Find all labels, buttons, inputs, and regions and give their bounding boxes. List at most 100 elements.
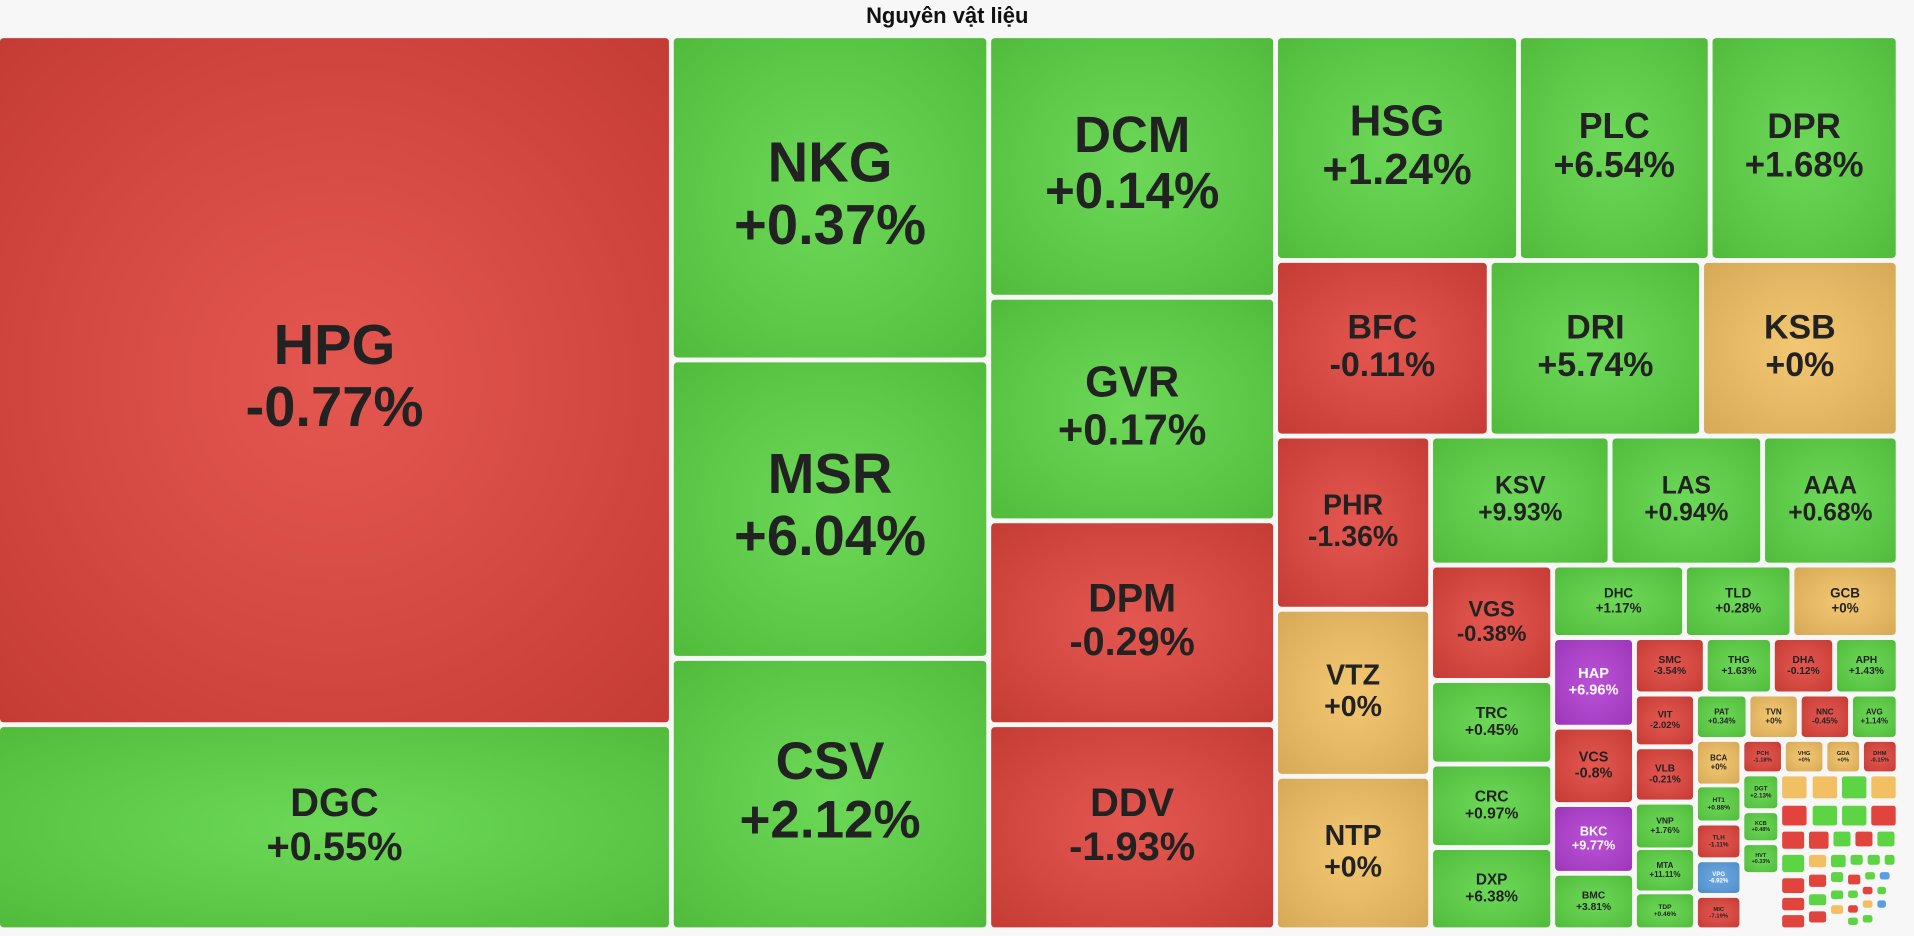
tile: NNC-0.45%	[1801, 696, 1849, 738]
tile-change: +1.14%	[1861, 716, 1889, 725]
small-tile	[1850, 854, 1863, 865]
tile-change: +0.97%	[1465, 806, 1518, 823]
tile-change: +0.17%	[1058, 407, 1207, 455]
tile: HT1+0.88%	[1697, 787, 1740, 821]
tile-name: BKC	[1580, 823, 1607, 838]
tile: AAA+0.68%	[1765, 438, 1896, 563]
tile-change: +1.76%	[1650, 825, 1680, 835]
tile: HVT+0.33%	[1744, 845, 1778, 873]
small-tile	[1812, 805, 1838, 826]
small-tile	[1877, 900, 1886, 908]
small-tile	[1877, 886, 1886, 895]
tile-name: HT1	[1712, 797, 1725, 804]
small-tile	[1848, 905, 1858, 913]
tile-shade	[673, 38, 987, 358]
tile: GDA+0%	[1827, 741, 1860, 772]
tile-change: -0.8%	[1575, 766, 1613, 782]
tile-shade	[1520, 38, 1708, 258]
tile-shade	[1794, 567, 1896, 636]
tile: DPR+1.68%	[1712, 38, 1896, 258]
tile-name: THG	[1728, 655, 1750, 666]
tile: BKC+9.77%	[1555, 807, 1633, 871]
tile: PAT+0.34%	[1697, 696, 1746, 738]
tile: PCH-1.18%	[1744, 741, 1781, 772]
tile-change: +0.33%	[1752, 859, 1771, 865]
tile: MSR+6.04%	[673, 362, 987, 656]
tile-change: -3.54%	[1654, 666, 1686, 677]
tile-name: GCB	[1830, 585, 1860, 600]
tile-name: KCB	[1755, 821, 1767, 827]
tile: KCB+0.48%	[1744, 813, 1778, 841]
chart-title: Nguyên vật liệu	[866, 3, 1028, 28]
tile-change: +11.11%	[1649, 870, 1680, 879]
tile: KSB+0%	[1704, 262, 1896, 434]
tile: TRC+0.45%	[1433, 682, 1551, 762]
tile: TDP+0.46%	[1636, 894, 1694, 928]
tile-shade	[1774, 639, 1833, 692]
tile-change: +1.63%	[1721, 666, 1756, 677]
tile-name: TLH	[1713, 835, 1726, 842]
tile-change: +2.12%	[740, 790, 921, 849]
tile-shade	[1555, 639, 1633, 725]
tile-name: MTA	[1657, 861, 1674, 870]
tile-shade	[1433, 682, 1551, 762]
tile-shade	[1697, 862, 1740, 894]
tile-change: -0.29%	[1070, 620, 1195, 664]
tile-change: +0.68%	[1788, 500, 1872, 527]
tile-change: +1.43%	[1849, 666, 1884, 677]
small-tile	[1809, 911, 1827, 923]
tile-name: VGS	[1468, 596, 1514, 621]
tile-change: -1.93%	[1069, 825, 1195, 869]
tile: THG+1.63%	[1707, 639, 1770, 692]
tile-change: -0.38%	[1457, 621, 1527, 646]
tile-shade	[1837, 639, 1896, 692]
tile-shade	[1750, 696, 1797, 738]
tile: BCA+0%	[1697, 741, 1740, 784]
tile-change: +0%	[1765, 346, 1834, 384]
tile-change: -1.11%	[1709, 842, 1729, 849]
tile-change: +0.48%	[1752, 827, 1771, 833]
tile: TVN+0%	[1750, 696, 1797, 738]
tile-shade	[1712, 38, 1896, 258]
tile: TLD+0.28%	[1686, 567, 1790, 636]
tile-change: +6.54%	[1554, 145, 1675, 185]
tile-shade	[1697, 825, 1740, 858]
tile: PLC+6.54%	[1520, 38, 1708, 258]
tile: DGC+0.55%	[0, 727, 669, 928]
tile: DXP+6.38%	[1433, 850, 1551, 928]
tile-shade	[991, 727, 1274, 928]
tile-change: -2.02%	[1650, 720, 1681, 731]
tile-name: HSG	[1350, 96, 1445, 145]
tile-shade	[1491, 262, 1700, 434]
small-tile	[1782, 831, 1805, 849]
tile-name: VLB	[1655, 764, 1675, 775]
tile-name: BCA	[1710, 754, 1727, 763]
tile-change: +0.37%	[734, 193, 926, 256]
tile: TLH-1.11%	[1697, 825, 1740, 858]
tile: DRI+5.74%	[1491, 262, 1700, 434]
tile-shade	[1636, 696, 1694, 745]
small-tile	[1833, 831, 1851, 847]
tile-shade	[1686, 567, 1790, 636]
tile: VHG+0%	[1785, 741, 1823, 772]
tile-name: VPG	[1712, 871, 1725, 878]
tile-name: NNC	[1816, 707, 1834, 716]
small-tile	[1782, 878, 1805, 894]
tile-change: +0.46%	[1654, 911, 1677, 918]
tile-name: LAS	[1662, 472, 1711, 499]
tile-change: +2.13%	[1750, 792, 1772, 799]
tile-change: +0%	[1324, 851, 1382, 883]
tile-name: KSV	[1495, 472, 1546, 499]
tile-name: GVR	[1085, 358, 1179, 406]
tile-change: -0.21%	[1649, 775, 1681, 786]
small-tile	[1862, 886, 1873, 895]
tile: VLB-0.21%	[1636, 749, 1694, 800]
tile: PHR-1.36%	[1278, 438, 1429, 607]
tile-shade	[1612, 438, 1761, 563]
small-tile	[1841, 805, 1867, 826]
tile-shade	[1785, 741, 1823, 772]
tile-name: TDP	[1658, 904, 1672, 911]
tile-name: NKG	[768, 130, 893, 193]
tile-shade	[1697, 696, 1746, 738]
tile-shade	[1636, 894, 1694, 928]
